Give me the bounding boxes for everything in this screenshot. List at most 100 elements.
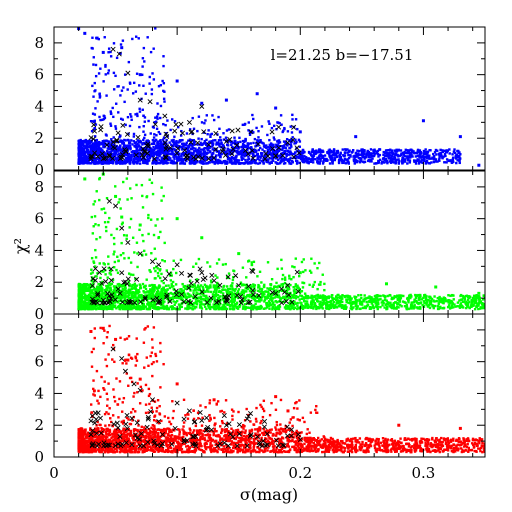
data-point: [188, 162, 191, 165]
data-point: [152, 145, 155, 149]
data-point: [91, 143, 94, 147]
data-point: [81, 284, 84, 287]
data-point: [216, 162, 220, 165]
data-point: [153, 285, 157, 289]
data-point: [422, 157, 426, 161]
data-point: [205, 157, 209, 161]
data-point: [95, 138, 99, 142]
data-point: [180, 295, 183, 299]
data-point: [191, 285, 194, 289]
data-point: [222, 138, 226, 141]
data-point: [416, 158, 419, 161]
data-point: [355, 303, 358, 306]
data-point: [306, 306, 309, 309]
data-point: [416, 149, 420, 153]
data-point: [288, 301, 291, 305]
data-point: [118, 307, 121, 311]
cross-marker: [145, 141, 151, 147]
data-point: [155, 134, 158, 137]
data-point: [226, 154, 229, 157]
data-point: [397, 155, 400, 158]
data-point: [130, 115, 133, 118]
data-point: [325, 158, 328, 161]
data-point: [451, 303, 454, 306]
data-point: [358, 298, 361, 301]
data-point: [242, 157, 245, 160]
data-point: [211, 143, 215, 147]
data-point: [218, 127, 221, 131]
data-point: [336, 151, 340, 154]
data-point: [413, 299, 416, 302]
data-point: [367, 296, 370, 299]
cross-marker: [98, 127, 104, 133]
data-point: [407, 149, 410, 152]
data-point: [99, 152, 102, 156]
cross-marker: [88, 154, 94, 160]
data-point: [128, 124, 132, 128]
data-point: [182, 142, 185, 145]
data-point: [304, 300, 307, 303]
data-point: [386, 294, 389, 298]
data-point: [430, 161, 433, 164]
data-point: [371, 157, 374, 160]
data-point: [329, 154, 333, 157]
data-point: [328, 162, 332, 165]
data-point: [320, 304, 323, 307]
data-point: [475, 294, 478, 298]
data-point: [200, 302, 203, 306]
data-point: [268, 148, 271, 151]
data-point: [267, 158, 270, 161]
data-point: [154, 138, 158, 142]
data-point: [83, 155, 87, 158]
data-point: [293, 151, 297, 154]
data-point: [376, 301, 380, 304]
data-point: [363, 160, 367, 163]
data-point: [231, 300, 234, 304]
data-point: [351, 149, 355, 152]
data-point: [99, 147, 102, 151]
data-point: [130, 305, 133, 309]
data-point: [279, 114, 283, 117]
data-point: [222, 285, 225, 288]
outlier-point: [138, 73, 142, 77]
data-point: [95, 142, 99, 145]
data-point: [312, 299, 315, 302]
data-point: [224, 152, 228, 155]
data-point: [85, 157, 88, 160]
data-point: [218, 299, 222, 303]
data-point: [290, 138, 293, 141]
data-point: [291, 294, 294, 297]
data-point: [268, 303, 271, 306]
data-point: [129, 113, 132, 116]
data-point: [330, 149, 333, 153]
data-point: [343, 295, 347, 298]
data-point: [185, 141, 188, 144]
data-point: [112, 143, 116, 147]
data-point: [262, 307, 266, 310]
data-point: [189, 154, 192, 157]
data-point: [419, 293, 422, 297]
data-point: [77, 143, 80, 146]
cross-marker: [110, 139, 116, 145]
data-point: [102, 114, 105, 118]
data-point: [260, 287, 263, 291]
data-point: [453, 303, 456, 306]
data-point: [97, 304, 100, 307]
cross-marker: [104, 142, 110, 148]
data-point: [176, 157, 179, 160]
data-point: [153, 152, 157, 156]
data-point: [88, 139, 91, 143]
data-point: [416, 154, 420, 157]
data-point: [436, 160, 439, 163]
data-point: [127, 60, 131, 64]
data-point: [250, 147, 253, 150]
data-point: [414, 299, 418, 303]
data-point: [104, 306, 108, 309]
data-point: [365, 300, 368, 304]
data-point: [241, 153, 244, 157]
data-point: [300, 151, 304, 155]
data-point: [266, 152, 270, 155]
cross-marker: [92, 128, 98, 134]
data-point: [109, 122, 112, 125]
data-point: [218, 145, 221, 148]
